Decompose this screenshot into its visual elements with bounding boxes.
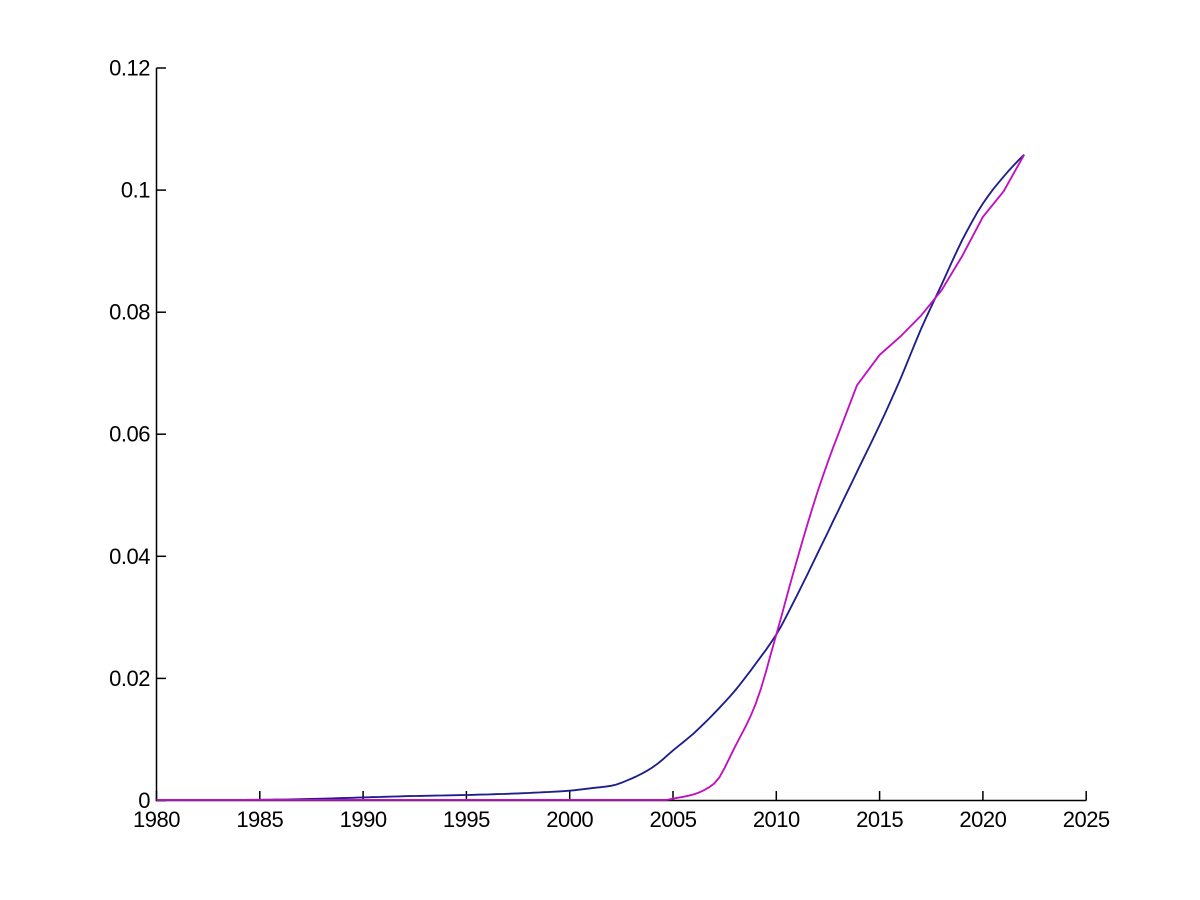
svg-text:0.08: 0.08: [109, 300, 150, 325]
svg-text:1995: 1995: [443, 807, 490, 832]
svg-text:1990: 1990: [340, 807, 387, 832]
svg-text:0.12: 0.12: [109, 56, 150, 81]
svg-text:2015: 2015: [856, 807, 903, 832]
svg-text:1980: 1980: [133, 807, 180, 832]
svg-text:0.02: 0.02: [109, 666, 150, 691]
svg-text:2020: 2020: [959, 807, 1006, 832]
svg-text:1985: 1985: [236, 807, 283, 832]
svg-text:0: 0: [138, 788, 150, 813]
svg-text:0.06: 0.06: [109, 422, 150, 447]
svg-text:2005: 2005: [650, 807, 697, 832]
svg-text:0.1: 0.1: [121, 178, 150, 203]
svg-text:2025: 2025: [1063, 807, 1110, 832]
svg-text:2000: 2000: [546, 807, 593, 832]
svg-text:0.04: 0.04: [109, 544, 150, 569]
svg-text:2010: 2010: [753, 807, 800, 832]
